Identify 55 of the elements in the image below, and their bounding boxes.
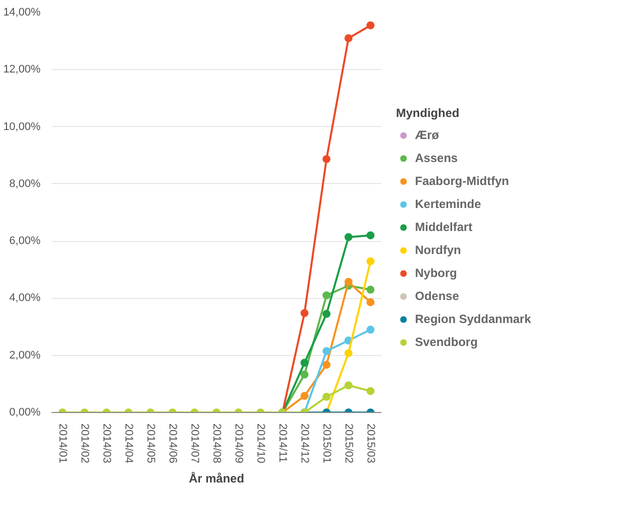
point — [366, 231, 374, 240]
point — [322, 291, 330, 300]
y-tick-label: 4,00% — [9, 292, 41, 304]
y-tick-label: 12,00% — [3, 64, 41, 76]
x-tick-label: 2014/12 — [298, 424, 310, 464]
x-tick-label: 2014/04 — [122, 424, 134, 464]
y-tick-label: 6,00% — [9, 235, 41, 248]
y-tick-label: 8,00% — [9, 178, 41, 190]
legend-label: Faaborg-Midtfyn — [415, 174, 509, 188]
x-tick-label: 2015/01 — [320, 424, 332, 464]
x-tick-label: 2014/08 — [210, 424, 222, 464]
legend-label: Kerteminde — [415, 197, 482, 211]
x-tick-label: 2014/03 — [100, 424, 112, 464]
x-tick-label: 2014/02 — [78, 424, 90, 464]
x-tick-label: 2014/01 — [56, 424, 68, 464]
point — [300, 358, 308, 367]
point — [300, 309, 308, 318]
x-tick-label: 2015/02 — [342, 424, 354, 464]
point — [322, 310, 330, 318]
point — [366, 387, 374, 396]
point — [366, 257, 374, 266]
point — [366, 286, 374, 294]
point — [366, 326, 374, 334]
point — [344, 381, 352, 390]
x-tick-label: 2014/09 — [232, 424, 244, 464]
x-tick-label: 2015/03 — [364, 424, 376, 464]
y-tick-label: 10,00% — [3, 120, 41, 133]
point — [322, 360, 330, 369]
legend-label: Ærø — [415, 128, 439, 142]
y-tick-label: 2,00% — [9, 349, 41, 362]
legend-label: Nyborg — [415, 266, 457, 280]
legend-label: Odense — [415, 289, 460, 303]
point — [322, 347, 330, 356]
legend-title: Myndighed — [396, 106, 460, 120]
point — [322, 155, 330, 164]
legend-label: Middelfart — [415, 220, 472, 234]
point — [344, 278, 352, 286]
x-tick-label: 2014/11 — [276, 424, 288, 462]
x-tick-label: 2014/06 — [166, 424, 178, 464]
legend-label: Region Syddanmark — [415, 312, 532, 326]
point — [344, 349, 352, 358]
legend-label: Nordfyn — [415, 243, 461, 257]
x-tick-label: 2014/10 — [254, 424, 266, 464]
x-tick-label: 2014/07 — [188, 424, 200, 464]
point — [300, 392, 308, 400]
y-tick-label: 14,00% — [3, 6, 41, 18]
legend-label: Assens — [415, 151, 458, 165]
x-axis-title: År måned — [188, 471, 244, 486]
point — [322, 392, 330, 401]
y-tick-label: 0,00% — [9, 406, 41, 418]
legend-label: Svendborg — [415, 335, 478, 349]
x-tick-label: 2014/05 — [144, 424, 156, 464]
point — [344, 233, 352, 242]
point — [366, 298, 374, 306]
point — [300, 370, 308, 378]
